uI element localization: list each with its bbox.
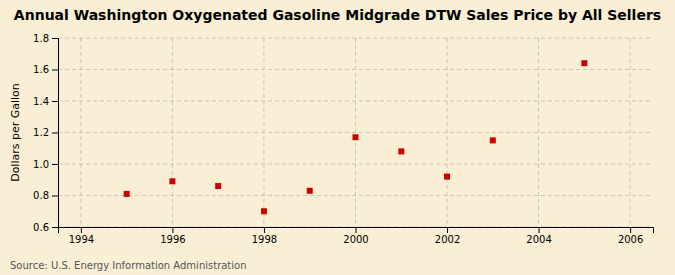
x-tick: 2000 [343,227,368,245]
x-tick: 2004 [526,227,551,245]
points [124,60,588,214]
background [0,0,675,275]
point [261,208,267,214]
grid [58,38,653,227]
x-tick: 1998 [252,227,277,245]
point [307,188,313,194]
x-tick-mark [630,227,631,233]
y-tick-mark [52,227,58,228]
plot: 1994 1996 1998 2000 2002 2004 2006 0.6 0.8 1.0 1.2… [33,33,653,245]
x-tick-mark [172,227,173,233]
y-tick-label: 1.6 [33,64,49,75]
x-tick-mark [539,227,540,233]
x-tick-label: 2004 [526,234,551,245]
y-tick-label: 1.8 [33,33,49,44]
point [353,134,359,140]
x-grid-line [630,38,631,227]
y-tick: 1.4 [33,96,58,107]
point [490,137,496,143]
y-tick-mark [52,164,58,165]
y-tick: 0.8 [33,190,58,201]
y-tick-label: 1.2 [33,127,49,138]
y-tick: 1.0 [33,159,58,170]
y-grid-line [58,69,653,70]
y-grid-line [58,164,653,165]
x-tick-mark [356,227,357,233]
x-tick-mark [81,227,82,233]
x-tick-label: 1996 [160,234,185,245]
x-tick-label: 2002 [435,234,460,245]
y-tick-mark [52,101,58,102]
chart: 1994 1996 1998 2000 2002 2004 2006 0.6 0.8 1.0 1.2… [0,0,675,275]
y-tick: 1.6 [33,64,58,75]
y-grid-line [58,101,653,102]
point [444,174,450,180]
y-grid-line [58,195,653,196]
annotation: Source: U.S. Energy Information Administ… [10,260,247,271]
point [581,60,587,66]
y-tick: 0.6 [33,222,58,233]
x-tick-label: 1994 [69,234,94,245]
y-grid-line [58,38,653,39]
x-tick: 1994 [69,227,94,245]
y-tick-label: 1.0 [33,159,49,170]
x-tick: 2006 [618,227,643,245]
y-tick: 1.8 [33,33,58,44]
y-axis: 0.6 0.8 1.0 1.2 1.4 1.6 1.8 [33,33,58,233]
y-grid-line [58,132,653,133]
point [124,191,130,197]
x-tick-label: 2000 [343,234,368,245]
point [169,178,175,184]
x-axis: 1994 1996 1998 2000 2002 2004 2006 [59,227,654,245]
x-tick-label: 1998 [252,234,277,245]
x-tick-label: 2006 [618,234,643,245]
y-tick-label: 0.6 [33,222,49,233]
x-tick-mark [447,227,448,233]
x-tick: 1996 [160,227,185,245]
y-axis-title: Dollars per Gallon [9,83,22,182]
y-tick-label: 1.4 [33,96,49,107]
x-tick: 2002 [435,227,460,245]
point [398,148,404,154]
y-tick-mark [52,38,58,39]
x-axis-line [59,228,654,234]
y-tick-mark [52,133,58,134]
y-tick-mark [52,196,58,197]
x-grid-line [538,38,539,227]
point [215,183,221,189]
y-tick: 1.2 [33,127,58,138]
y-tick-mark [52,70,58,71]
y-tick-label: 0.8 [33,190,49,201]
y-axis-line [52,39,59,228]
title: Annual Washington Oxygenated Gasoline Mi… [14,7,661,23]
x-tick-mark [264,227,265,233]
